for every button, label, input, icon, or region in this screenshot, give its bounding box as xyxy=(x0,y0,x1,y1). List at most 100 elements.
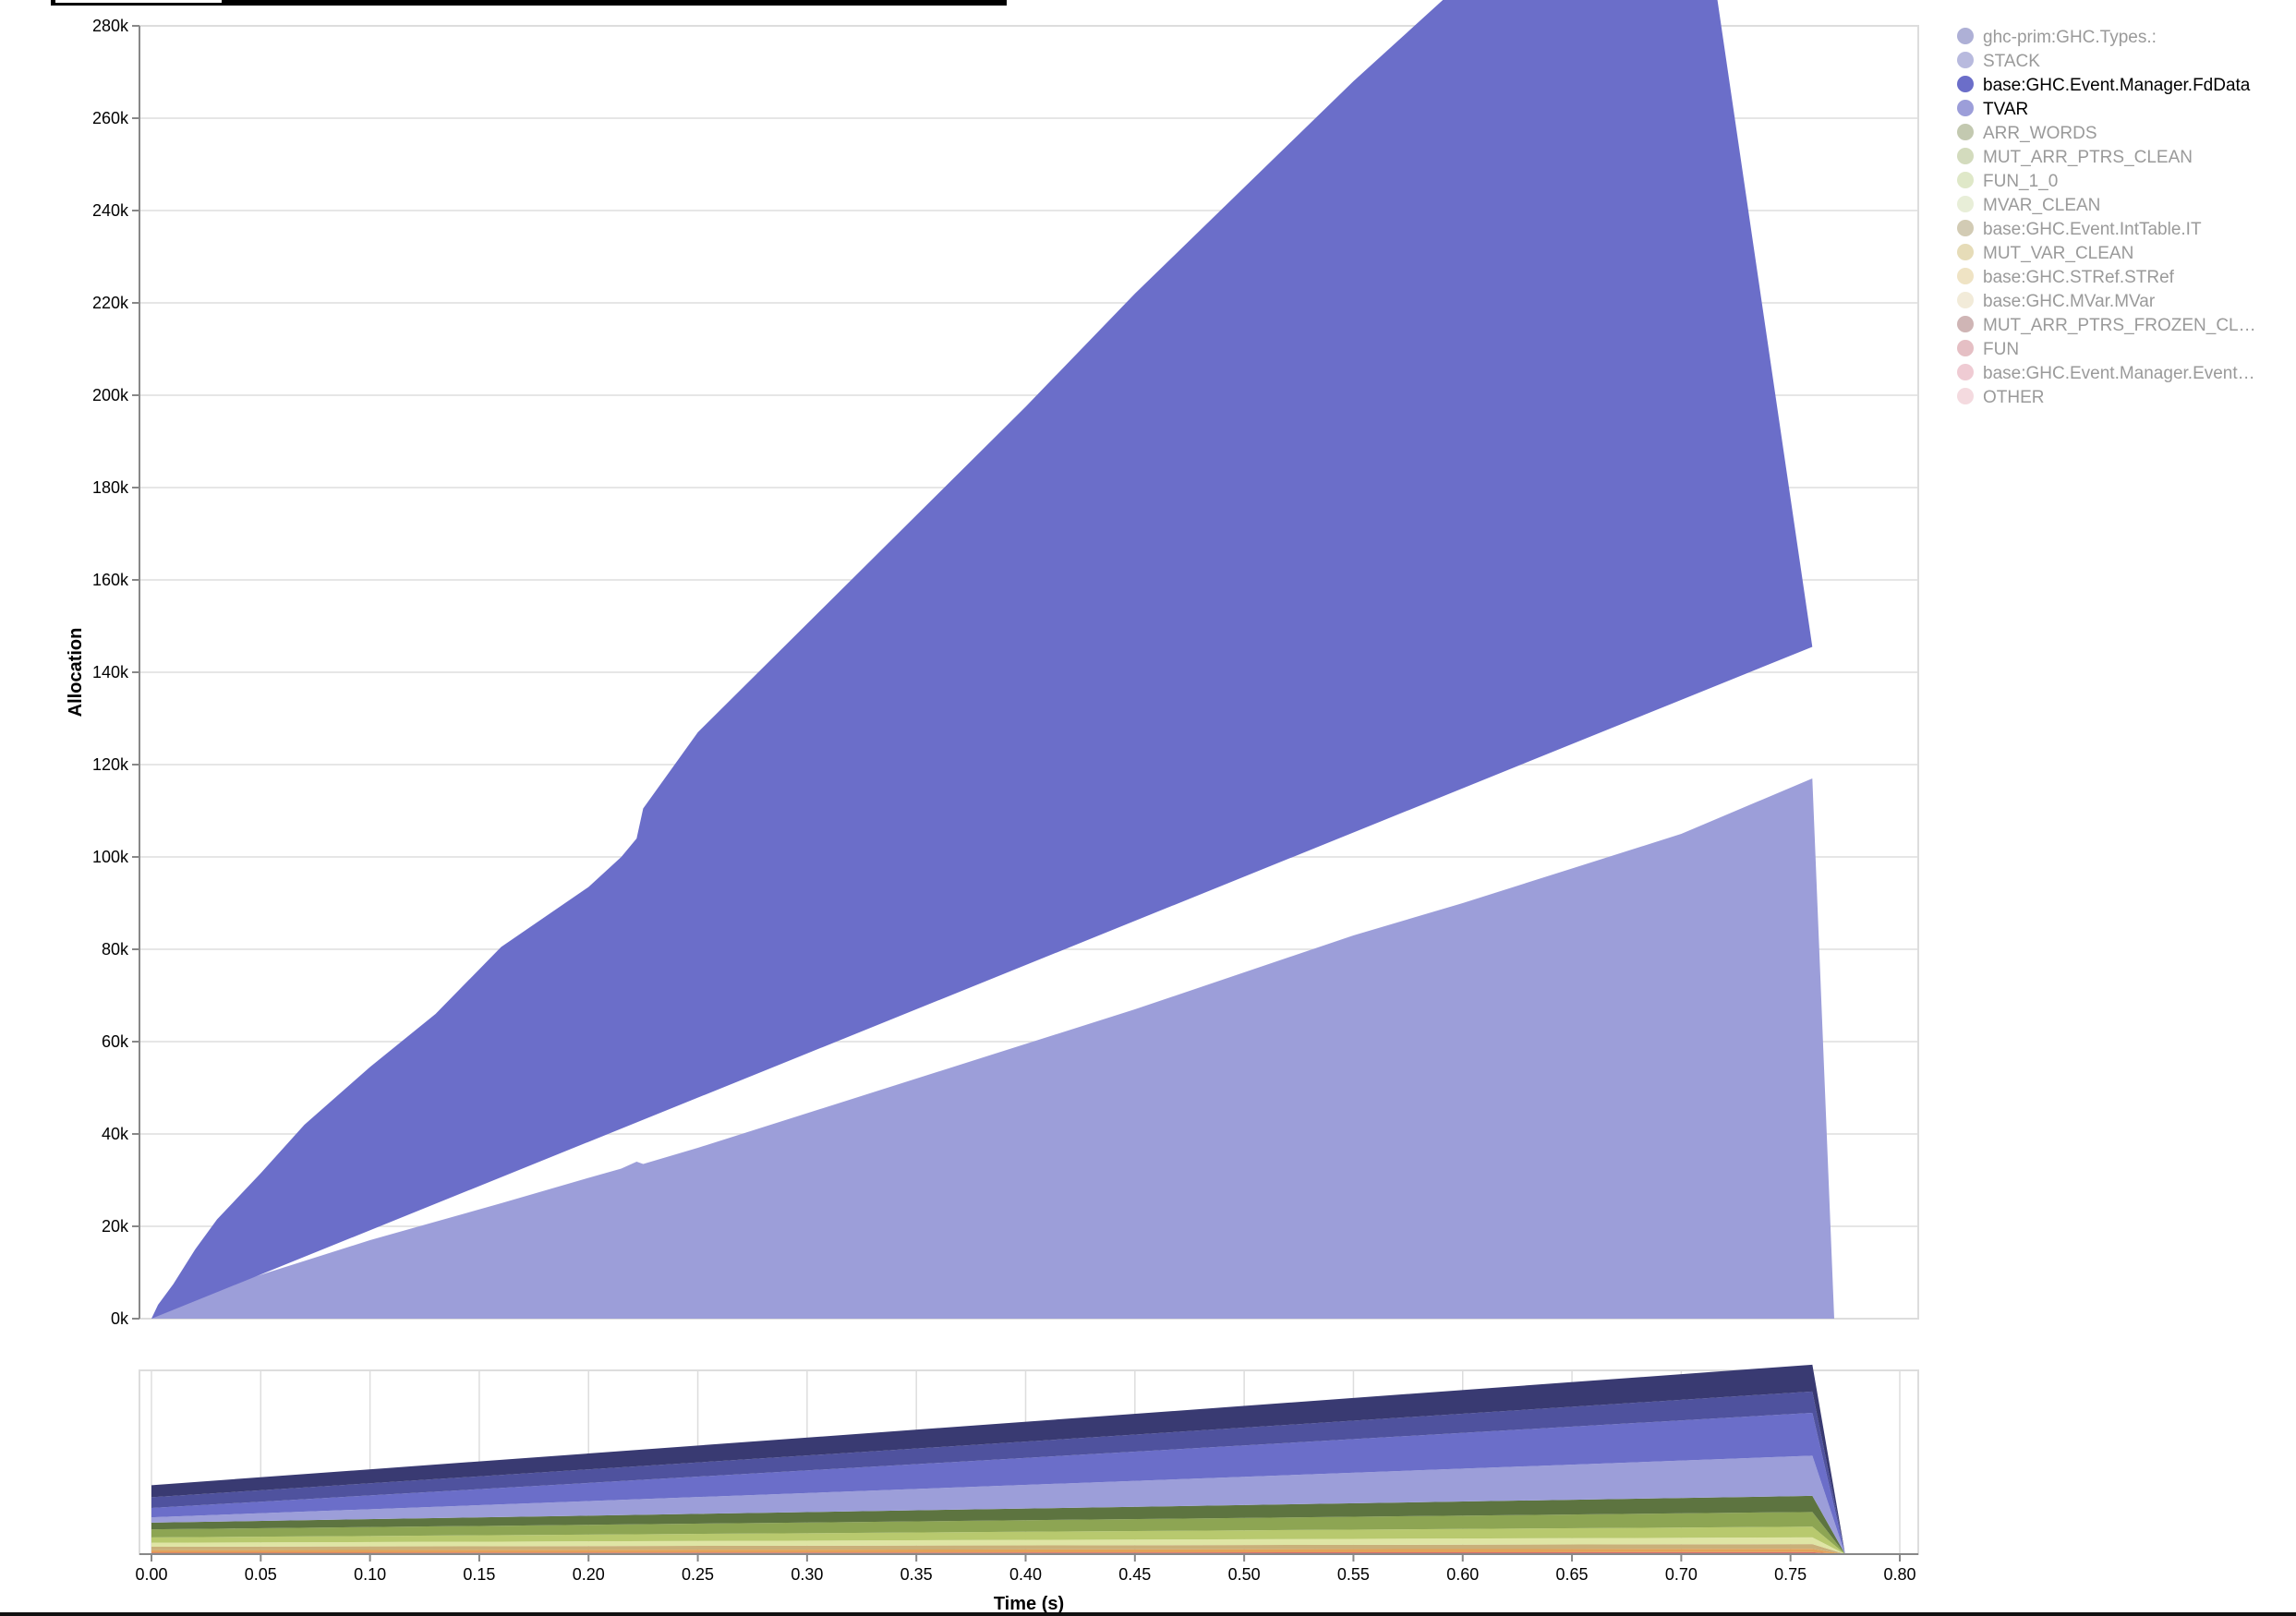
legend-label: base:GHC.MVar.MVar xyxy=(1983,292,2156,311)
legend-swatch xyxy=(1957,124,1974,140)
legend-item[interactable]: base:GHC.STRef.STRef xyxy=(1957,268,2175,287)
y-tick-label: 0k xyxy=(111,1309,129,1328)
legend-item[interactable]: TVAR xyxy=(1957,100,2028,119)
overview-layer-5[interactable] xyxy=(151,1512,1845,1554)
overview-layer-8[interactable] xyxy=(151,1413,1845,1554)
legend-swatch xyxy=(1957,28,1974,44)
legend-swatch xyxy=(1957,100,1974,116)
legend-label: MVAR_CLEAN xyxy=(1983,196,2100,215)
legend-item[interactable]: MUT_ARR_PTRS_CLEAN xyxy=(1957,148,2193,167)
main-areas[interactable] xyxy=(151,0,1834,1319)
legend-label: MUT_ARR_PTRS_FROZEN_CL… xyxy=(1983,316,2256,335)
legend-swatch xyxy=(1957,196,1974,212)
legend-label: base:GHC.Event.Manager.FdData xyxy=(1983,76,2251,95)
overview-layer-2[interactable] xyxy=(151,1544,1845,1554)
y-tick-label: 260k xyxy=(92,109,129,127)
legend: ghc-prim:GHC.Types.: STACK base:GHC.Event.… xyxy=(1957,28,2256,407)
x-tick-label: 0.30 xyxy=(791,1565,823,1584)
x-tick-label: 0.55 xyxy=(1337,1565,1370,1584)
overview-layer-4[interactable] xyxy=(151,1526,1845,1554)
legend-swatch xyxy=(1957,172,1974,188)
main-y-axis: 0k 20k 40k 60k 80k 100k 120k 140k 160k 180k 200k 22… xyxy=(92,17,140,1328)
legend-item[interactable]: ARR_WORDS xyxy=(1957,124,2097,143)
x-tick-label: 0.25 xyxy=(682,1565,714,1584)
legend-swatch xyxy=(1957,52,1974,68)
y-tick-label: 220k xyxy=(92,294,129,312)
x-tick-label: 0.70 xyxy=(1665,1565,1698,1584)
overview-layer-10[interactable] xyxy=(151,1364,1845,1554)
legend-item[interactable]: STACK xyxy=(1957,52,2040,71)
legend-label: MUT_VAR_CLEAN xyxy=(1983,244,2133,263)
legend-label: ghc-prim:GHC.Types.: xyxy=(1983,28,2157,47)
legend-item[interactable]: FUN xyxy=(1957,340,2019,359)
overview-layer-3[interactable] xyxy=(151,1537,1845,1554)
legend-swatch xyxy=(1957,76,1974,92)
x-axis-title: Time (s) xyxy=(994,1594,1064,1614)
x-tick-label: 0.45 xyxy=(1118,1565,1151,1584)
area-series-0[interactable] xyxy=(151,778,1834,1319)
y-tick-label: 60k xyxy=(102,1032,129,1051)
y-tick-label: 120k xyxy=(92,755,129,774)
x-tick-label: 0.80 xyxy=(1883,1565,1915,1584)
overview-layer-9[interactable] xyxy=(151,1391,1845,1554)
legend-item[interactable]: FUN_1_0 xyxy=(1957,172,2058,191)
y-tick-label: 40k xyxy=(102,1125,129,1143)
y-tick-label: 180k xyxy=(92,478,129,497)
legend-label: TVAR xyxy=(1983,100,2028,119)
legend-swatch xyxy=(1957,316,1974,332)
x-tick-label: 0.10 xyxy=(354,1565,386,1584)
y-tick-label: 140k xyxy=(92,663,129,681)
legend-swatch xyxy=(1957,388,1974,404)
legend-label: FUN_1_0 xyxy=(1983,172,2058,191)
y-tick-label: 100k xyxy=(92,848,129,866)
x-tick-label: 0.75 xyxy=(1774,1565,1807,1584)
y-tick-label: 80k xyxy=(102,940,129,959)
legend-label: ARR_WORDS xyxy=(1983,124,2097,143)
y-axis-title: Allocation xyxy=(66,628,86,718)
overview-layer-6[interactable] xyxy=(151,1495,1845,1554)
legend-item[interactable]: MVAR_CLEAN xyxy=(1957,196,2100,215)
x-tick-label: 0.65 xyxy=(1556,1565,1589,1584)
legend-item[interactable]: ghc-prim:GHC.Types.: xyxy=(1957,28,2157,47)
bottom-edge-strip xyxy=(0,1612,2296,1616)
area-series-1[interactable] xyxy=(151,0,1813,1319)
y-tick-label: 200k xyxy=(92,386,129,404)
legend-item[interactable]: MUT_VAR_CLEAN xyxy=(1957,244,2133,263)
legend-swatch xyxy=(1957,148,1974,164)
y-tick-label: 160k xyxy=(92,571,129,589)
legend-swatch xyxy=(1957,364,1974,380)
legend-swatch xyxy=(1957,292,1974,308)
y-tick-label: 240k xyxy=(92,201,129,220)
x-tick-label: 0.05 xyxy=(245,1565,277,1584)
y-tick-label: 280k xyxy=(92,17,129,35)
y-tick-label: 20k xyxy=(102,1217,129,1236)
x-tick-label: 0.15 xyxy=(463,1565,495,1584)
top-toolbar-strip xyxy=(51,0,1007,6)
legend-swatch xyxy=(1957,268,1974,284)
legend-label: base:GHC.STRef.STRef xyxy=(1983,268,2175,287)
legend-item[interactable]: base:GHC.Event.IntTable.IT xyxy=(1957,220,2202,239)
legend-label: base:GHC.Event.Manager.Event… xyxy=(1983,364,2255,383)
legend-item[interactable]: base:GHC.Event.Manager.FdData xyxy=(1957,76,2251,95)
x-tick-label: 0.60 xyxy=(1446,1565,1479,1584)
x-tick-label: 0.00 xyxy=(135,1565,167,1584)
legend-label: OTHER xyxy=(1983,388,2045,407)
legend-label: FUN xyxy=(1983,340,2019,359)
legend-swatch xyxy=(1957,220,1974,236)
x-tick-label: 0.35 xyxy=(900,1565,933,1584)
overview-layer-7[interactable] xyxy=(151,1455,1845,1554)
x-axis: 0.00 0.05 0.10 0.15 0.20 0.25 0.30 0.35 0.40 0.45… xyxy=(135,1553,1918,1584)
legend-item[interactable]: MUT_ARR_PTRS_FROZEN_CL… xyxy=(1957,316,2256,335)
overview-layer-1[interactable] xyxy=(151,1549,1845,1554)
legend-item[interactable]: base:GHC.Event.Manager.Event… xyxy=(1957,364,2255,383)
x-tick-label: 0.40 xyxy=(1009,1565,1042,1584)
x-tick-label: 0.50 xyxy=(1228,1565,1261,1584)
legend-item[interactable]: base:GHC.MVar.MVar xyxy=(1957,292,2156,311)
legend-label: STACK xyxy=(1983,52,2040,71)
legend-item[interactable]: OTHER xyxy=(1957,388,2045,407)
x-tick-label: 0.20 xyxy=(573,1565,605,1584)
legend-label: MUT_ARR_PTRS_CLEAN xyxy=(1983,148,2193,167)
legend-swatch xyxy=(1957,340,1974,356)
legend-label: base:GHC.Event.IntTable.IT xyxy=(1983,220,2202,239)
